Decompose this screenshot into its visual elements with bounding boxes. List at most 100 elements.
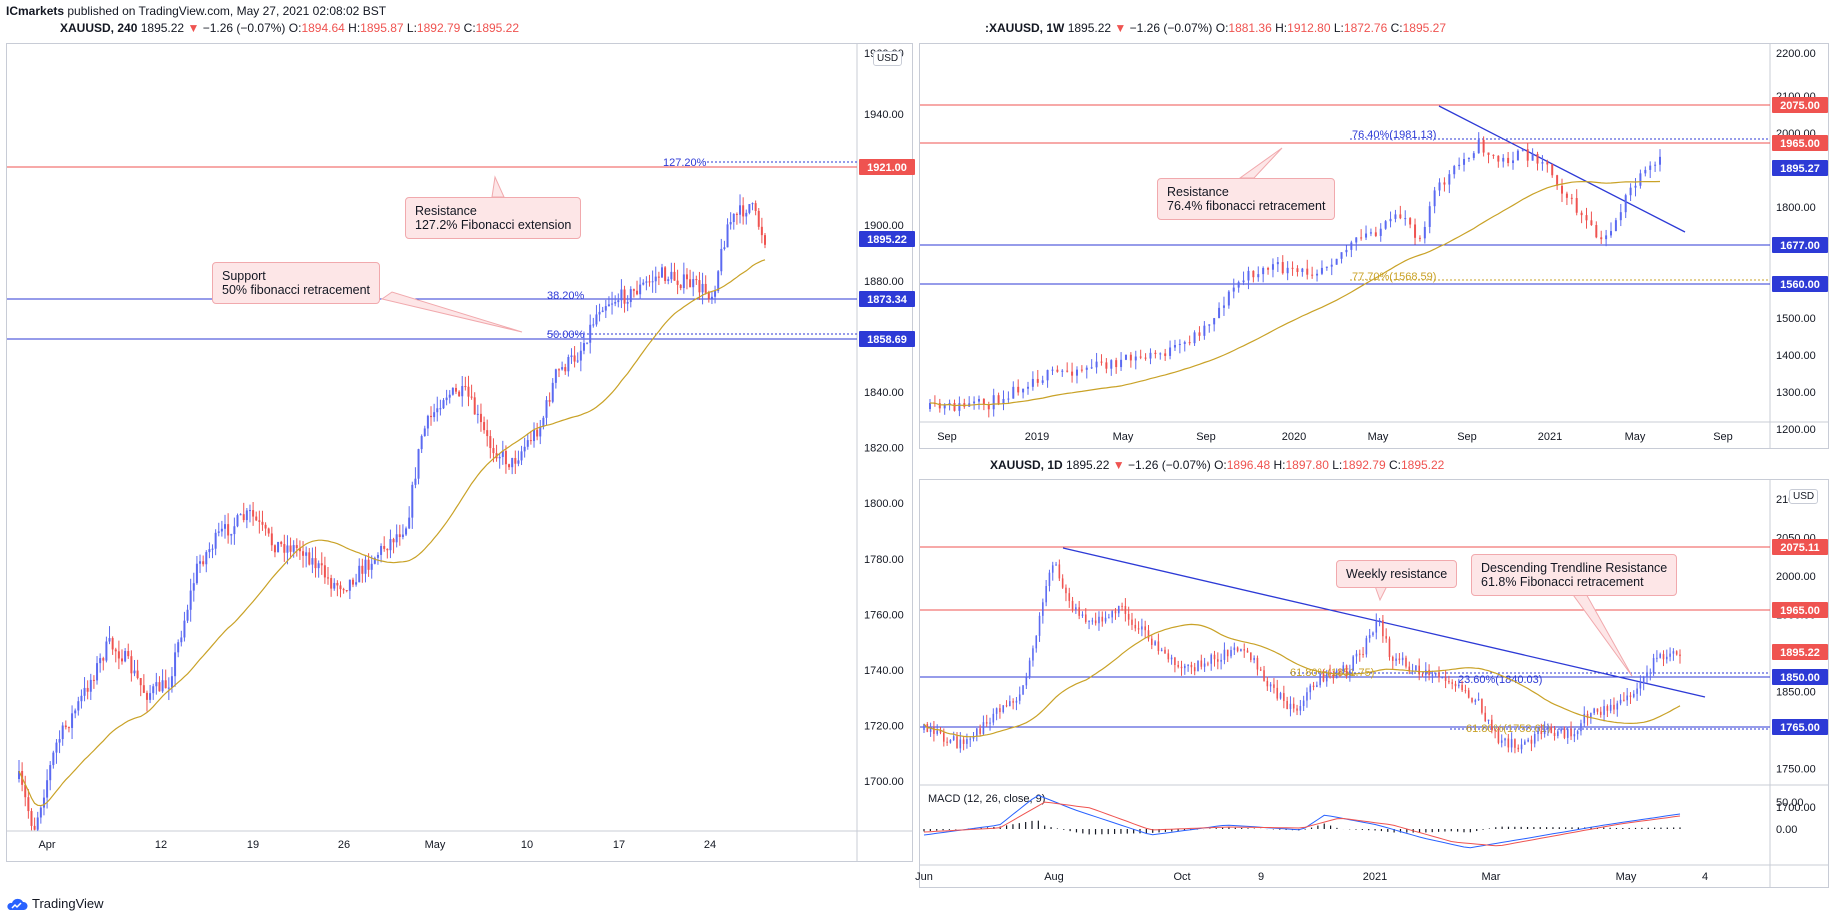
- candle-body: [264, 524, 267, 529]
- candle-body: [1005, 705, 1008, 707]
- candle-body: [946, 741, 948, 743]
- candle-body: [130, 656, 133, 674]
- price-axis-label: 2000.00: [1776, 571, 1816, 583]
- candle-body: [117, 651, 120, 659]
- candle-body: [1045, 586, 1047, 603]
- candle-body: [1283, 693, 1285, 701]
- candle-body: [1121, 605, 1123, 607]
- tradingview-logo[interactable]: TradingView: [6, 896, 104, 911]
- candle-body: [1279, 693, 1282, 699]
- candle-body: [1433, 190, 1436, 207]
- candle-body: [42, 797, 45, 808]
- candle-body: [492, 448, 495, 454]
- candle-body: [1546, 162, 1549, 165]
- candle-body: [1451, 682, 1454, 684]
- candle-body: [74, 710, 77, 714]
- candle-body: [71, 713, 74, 728]
- candle-body: [692, 279, 695, 288]
- candle-body: [1565, 193, 1568, 198]
- candle-body: [183, 620, 186, 638]
- candle-body: [1227, 291, 1230, 306]
- candle-body: [701, 283, 704, 293]
- candle-body: [1510, 739, 1513, 748]
- fib-label: 23.60%(1840.03): [1458, 674, 1542, 686]
- candle-body: [127, 651, 130, 657]
- h4-high: 1895.87: [360, 21, 404, 35]
- candle-body: [1150, 638, 1153, 645]
- time-axis-label: 26: [338, 839, 350, 851]
- candle-body: [1129, 354, 1132, 361]
- price-badge-label: 1895.22: [867, 234, 907, 246]
- candle-body: [1619, 699, 1622, 704]
- d1-currency-badge[interactable]: USD: [1789, 489, 1819, 504]
- candle-body: [1365, 638, 1368, 655]
- candle-body: [1443, 182, 1446, 185]
- time-axis-label: Sep: [1713, 431, 1733, 443]
- d1-chart-panel[interactable]: 2100.002050.002000.001950.001900.001850.…: [915, 479, 1829, 888]
- candle-body: [323, 565, 326, 578]
- candle-body: [723, 247, 726, 249]
- price-badge-label: 1895.27: [1780, 163, 1820, 175]
- candle-body: [1551, 164, 1554, 176]
- candle-body: [1273, 684, 1275, 688]
- time-axis-label: Oct: [1173, 871, 1190, 883]
- w1-chart-panel[interactable]: 2100.002000.001900.001800.001700.001600.…: [919, 43, 1829, 449]
- candle-body: [1665, 656, 1668, 660]
- candle-body: [467, 386, 470, 397]
- candle-body: [979, 728, 981, 734]
- d1-c-key: C:: [1388, 458, 1401, 472]
- candle-body: [1259, 669, 1262, 671]
- candle-body: [67, 727, 70, 729]
- candle-body: [1147, 630, 1150, 639]
- publisher-line: ICmarkets published on TradingView.com, …: [6, 4, 386, 18]
- candle-body: [545, 400, 548, 418]
- candle-body: [1652, 658, 1655, 673]
- price-axis-label: 1300.00: [1776, 387, 1816, 399]
- candle-body: [745, 212, 748, 217]
- candle-body: [1414, 224, 1417, 238]
- candle-body: [1223, 649, 1226, 660]
- candle-body: [1389, 218, 1392, 222]
- time-axis-label: Aug: [1044, 871, 1064, 883]
- candle-body: [645, 281, 648, 283]
- candle-body: [1184, 665, 1186, 669]
- candle-body: [1022, 685, 1024, 695]
- candle-body: [657, 276, 660, 278]
- candle-body: [969, 738, 972, 740]
- candle-body: [1553, 732, 1556, 737]
- candle-body: [632, 289, 635, 291]
- time-axis-label: May: [425, 839, 446, 851]
- candle-body: [1537, 730, 1539, 735]
- candle-body: [1613, 704, 1615, 710]
- candle-body: [392, 539, 395, 543]
- candle-body: [414, 478, 417, 485]
- price-axis-label: 1820.00: [864, 443, 904, 455]
- moving-average-line: [923, 623, 1681, 738]
- candle-body: [992, 713, 995, 723]
- note-line: Support: [222, 269, 266, 283]
- h4-change: −1.26 (−0.07%): [202, 21, 286, 35]
- candle-body: [83, 687, 86, 696]
- candle-body: [1444, 677, 1447, 681]
- candle-body: [729, 222, 732, 225]
- price-axis-label: 1780.00: [864, 554, 904, 566]
- candle-body: [999, 708, 1001, 713]
- h4-currency-badge[interactable]: USD: [873, 51, 903, 66]
- w1-change: −1.26 (−0.07%): [1129, 21, 1213, 35]
- candle-body: [1487, 152, 1490, 155]
- candle-body: [1286, 267, 1289, 274]
- candle-body: [255, 516, 258, 521]
- candle-body: [333, 582, 336, 589]
- candle-body: [1032, 648, 1034, 661]
- candle-body: [373, 557, 376, 564]
- candle-body: [286, 545, 289, 553]
- candle-body: [270, 533, 273, 546]
- candle-body: [1250, 652, 1252, 661]
- candle-body: [1041, 380, 1044, 383]
- candle-body: [295, 545, 298, 548]
- h4-chart-panel[interactable]: 1940.001920.001900.001880.001860.001840.…: [6, 43, 915, 862]
- candle-body: [1115, 360, 1118, 368]
- candle-body: [1573, 734, 1576, 737]
- candle-body: [1401, 657, 1404, 661]
- candle-body: [86, 687, 89, 692]
